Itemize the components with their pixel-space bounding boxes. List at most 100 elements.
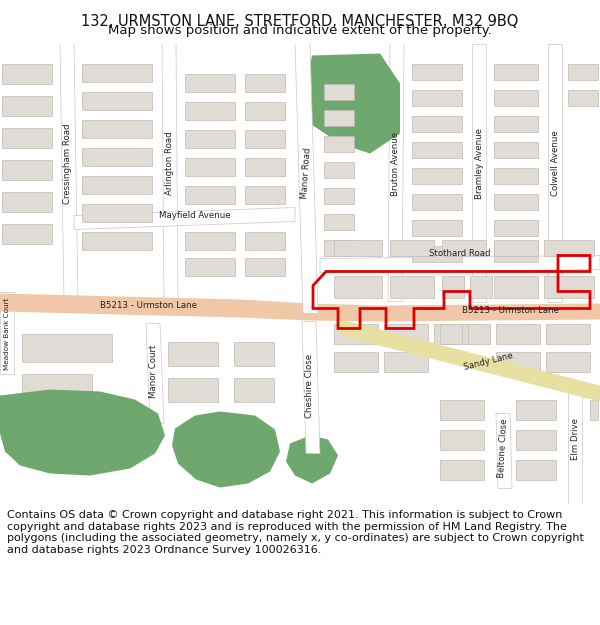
Polygon shape — [548, 44, 562, 301]
Bar — [245, 186, 285, 204]
Bar — [82, 91, 152, 109]
Bar — [324, 136, 354, 151]
Text: Meadow Bank Court: Meadow Bank Court — [4, 298, 10, 370]
Bar — [440, 324, 462, 344]
Bar — [440, 429, 484, 449]
Text: Arlington Road: Arlington Road — [164, 132, 173, 196]
Bar — [544, 239, 594, 256]
Bar — [245, 129, 285, 148]
Polygon shape — [162, 44, 178, 301]
Bar — [2, 224, 52, 244]
Bar — [2, 191, 52, 211]
Bar — [185, 101, 235, 119]
Bar — [334, 276, 382, 298]
Bar — [546, 351, 590, 371]
Bar — [494, 219, 538, 236]
Bar — [334, 351, 378, 371]
Polygon shape — [74, 208, 295, 229]
Polygon shape — [472, 44, 486, 301]
Bar — [185, 186, 235, 204]
Bar — [468, 324, 490, 344]
Bar — [412, 64, 462, 79]
Bar — [442, 239, 486, 256]
Bar — [434, 324, 474, 344]
Text: Bruton Avenue: Bruton Avenue — [392, 131, 401, 196]
Text: Colwell Avenue: Colwell Avenue — [551, 131, 560, 196]
Bar — [412, 194, 462, 209]
Bar — [496, 351, 540, 371]
Bar — [82, 204, 152, 221]
Bar — [412, 219, 462, 236]
Text: Manor Road: Manor Road — [300, 148, 312, 199]
Bar — [234, 378, 274, 401]
Bar — [494, 116, 538, 131]
Polygon shape — [305, 54, 400, 154]
Text: B5213 - Urmston Lane: B5213 - Urmston Lane — [100, 301, 197, 310]
Bar — [412, 168, 462, 184]
Polygon shape — [388, 44, 404, 301]
Bar — [516, 399, 556, 419]
Polygon shape — [0, 294, 600, 321]
Bar — [544, 276, 594, 298]
Bar — [568, 89, 598, 106]
Text: 132, URMSTON LANE, STRETFORD, MANCHESTER, M32 9BQ: 132, URMSTON LANE, STRETFORD, MANCHESTER… — [82, 14, 518, 29]
Bar — [390, 276, 434, 298]
Polygon shape — [496, 414, 512, 489]
Bar — [546, 324, 590, 344]
Bar — [442, 276, 464, 298]
Polygon shape — [302, 321, 320, 454]
Bar — [22, 374, 92, 401]
Polygon shape — [286, 436, 338, 484]
Bar — [168, 341, 218, 366]
Bar — [324, 161, 354, 177]
Bar — [470, 276, 492, 298]
Polygon shape — [320, 256, 600, 272]
Polygon shape — [60, 44, 78, 301]
Bar — [494, 194, 538, 209]
Bar — [185, 74, 235, 91]
Bar — [245, 258, 285, 276]
Bar — [245, 231, 285, 249]
Bar — [494, 89, 538, 106]
Bar — [245, 101, 285, 119]
Bar — [412, 89, 462, 106]
Text: Manor Court: Manor Court — [149, 345, 157, 398]
Polygon shape — [0, 291, 14, 374]
Text: Contains OS data © Crown copyright and database right 2021. This information is : Contains OS data © Crown copyright and d… — [7, 510, 584, 555]
Bar — [245, 74, 285, 91]
Text: Beltone Close: Beltone Close — [497, 419, 509, 479]
Text: Bramley Avenue: Bramley Avenue — [475, 128, 484, 199]
Text: B5213 - Urmston Lane: B5213 - Urmston Lane — [461, 306, 559, 315]
Bar — [324, 188, 354, 204]
Text: Map shows position and indicative extent of the property.: Map shows position and indicative extent… — [108, 24, 492, 37]
Bar — [324, 109, 354, 126]
Bar — [2, 159, 52, 179]
Bar — [440, 459, 484, 479]
Bar — [234, 341, 274, 366]
Polygon shape — [0, 389, 165, 476]
Bar — [496, 324, 540, 344]
Bar — [494, 276, 538, 298]
Bar — [245, 158, 285, 176]
Bar — [516, 459, 556, 479]
Polygon shape — [568, 389, 582, 504]
Bar — [82, 148, 152, 166]
Bar — [412, 116, 462, 131]
Text: Cheshire Close: Cheshire Close — [305, 354, 314, 418]
Bar — [494, 239, 538, 256]
Bar — [185, 158, 235, 176]
Bar — [384, 324, 428, 344]
Bar — [82, 231, 152, 249]
Bar — [185, 231, 235, 249]
Bar — [185, 258, 235, 276]
Bar — [494, 64, 538, 79]
Bar — [2, 96, 52, 116]
Bar — [412, 246, 462, 261]
Polygon shape — [146, 324, 164, 424]
Bar — [82, 119, 152, 138]
Bar — [494, 168, 538, 184]
Bar — [324, 214, 354, 229]
Bar — [82, 64, 152, 81]
Polygon shape — [340, 319, 600, 401]
Bar — [494, 246, 538, 261]
